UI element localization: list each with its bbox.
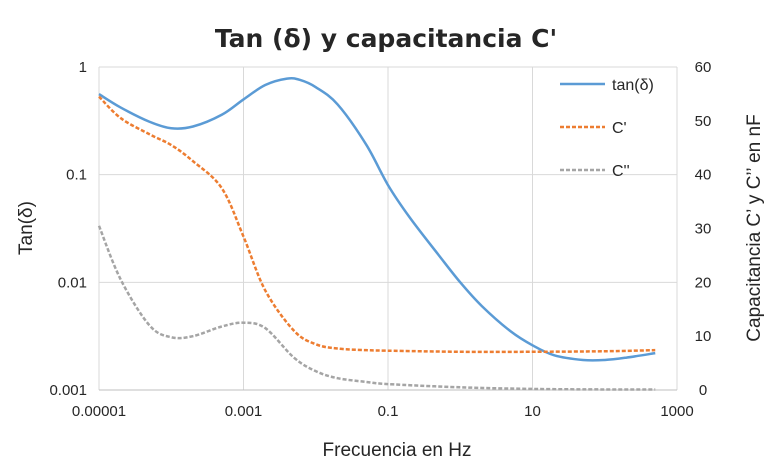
y2-tick-label: 40 [695,167,712,184]
y-tick-label: 0.001 [49,382,87,399]
x-tick-label: 0.001 [225,403,263,420]
y-tick-label: 1 [79,59,87,76]
y-tick-label: 0.1 [66,167,87,184]
legend: tan(δ) C' C'' [560,77,654,180]
series-line-c-double-prime [97,225,656,391]
y2-tick-label: 60 [695,59,712,76]
plot-area [97,76,656,391]
y-axis-title: Tan(δ) [16,201,37,255]
y2-tick-label: 0 [699,382,707,399]
x-tick-label: 1000 [660,403,693,420]
x-tick-label: 0.1 [378,403,399,420]
y2-axis-title: Capacitancia C’ y C’’ en nF [744,114,765,341]
tick-labels: 1 0.1 0.01 0.001 60 50 40 30 20 10 0 0.00001 0.001 0.… [49,59,711,420]
legend-c-double-prime-label: C'' [612,163,630,180]
x-tick-label: 0.00001 [72,403,126,420]
legend-tan-delta-label: tan(δ) [612,77,654,94]
legend-c-prime-label: C' [612,120,627,137]
x-tick-label: 10 [524,403,541,420]
x-axis-title: Frecuencia en Hz [323,440,472,461]
y2-tick-label: 50 [695,113,712,130]
y2-tick-label: 20 [695,274,712,291]
y2-tick-label: 10 [695,328,712,345]
y2-tick-label: 30 [695,221,712,238]
chart-title: Tan (δ) y capacitancia C' [215,24,557,53]
y-tick-label: 0.01 [58,274,87,291]
series-line-tan-delta [98,76,656,362]
grid [98,66,678,391]
series-line-c-prime [98,95,656,354]
